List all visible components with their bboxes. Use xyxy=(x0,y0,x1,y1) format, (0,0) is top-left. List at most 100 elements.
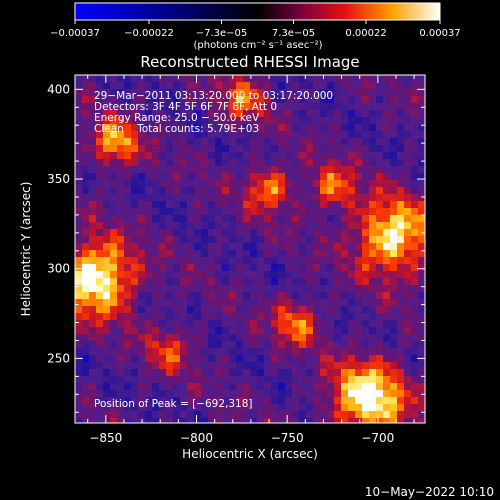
heatmap-cell xyxy=(362,96,369,103)
heatmap-cell xyxy=(152,145,159,152)
heatmap-cell xyxy=(383,215,390,222)
heatmap-cell xyxy=(236,89,243,96)
heatmap-cell xyxy=(376,397,383,404)
heatmap-cell xyxy=(313,222,320,229)
heatmap-cell xyxy=(257,271,264,278)
heatmap-cell xyxy=(278,173,285,180)
heatmap-cell xyxy=(187,229,194,236)
heatmap-cell xyxy=(187,285,194,292)
heatmap-cell xyxy=(208,96,215,103)
heatmap-cell xyxy=(250,152,257,159)
heatmap-cell xyxy=(215,243,222,250)
heatmap-cell xyxy=(110,250,117,257)
heatmap-cell xyxy=(89,418,96,423)
heatmap-cell xyxy=(222,369,229,376)
heatmap-cell xyxy=(271,138,278,145)
heatmap-cell xyxy=(236,75,243,82)
heatmap-cell xyxy=(313,138,320,145)
heatmap-cell xyxy=(180,327,187,334)
heatmap-cell xyxy=(131,313,138,320)
heatmap-cell xyxy=(110,341,117,348)
heatmap-cell xyxy=(117,159,124,166)
heatmap-cell xyxy=(152,180,159,187)
heatmap-cell xyxy=(327,82,334,89)
heatmap-cell xyxy=(285,229,292,236)
heatmap-cell xyxy=(362,320,369,327)
heatmap-cell xyxy=(264,341,271,348)
heatmap-cell xyxy=(187,327,194,334)
heatmap-cell xyxy=(327,208,334,215)
heatmap-cell xyxy=(355,418,362,423)
heatmap-cell xyxy=(117,82,124,89)
heatmap-cell xyxy=(327,89,334,96)
heatmap-cell xyxy=(362,390,369,397)
heatmap-cell xyxy=(159,383,166,390)
heatmap-cell xyxy=(152,152,159,159)
heatmap-cell xyxy=(208,299,215,306)
heatmap-cell xyxy=(117,418,124,423)
heatmap-cell xyxy=(320,173,327,180)
heatmap-cell xyxy=(320,166,327,173)
heatmap-cell xyxy=(82,173,89,180)
heatmap-cell xyxy=(152,306,159,313)
heatmap-cell xyxy=(292,348,299,355)
heatmap-cell xyxy=(159,187,166,194)
heatmap-cell xyxy=(306,124,313,131)
heatmap-cell xyxy=(187,152,194,159)
heatmap-cell xyxy=(369,159,376,166)
heatmap-cell xyxy=(159,390,166,397)
heatmap-cell xyxy=(173,376,180,383)
heatmap-cell xyxy=(138,82,145,89)
heatmap-cell xyxy=(236,355,243,362)
heatmap-cell xyxy=(390,320,397,327)
heatmap-cell xyxy=(271,306,278,313)
heatmap-cell xyxy=(124,278,131,285)
heatmap-cell xyxy=(89,348,96,355)
heatmap-cell xyxy=(180,103,187,110)
heatmap-cell xyxy=(348,222,355,229)
heatmap-cell xyxy=(397,341,404,348)
heatmap-cell xyxy=(383,285,390,292)
heatmap-cell xyxy=(166,180,173,187)
heatmap-cell xyxy=(390,229,397,236)
heatmap-cell xyxy=(110,166,117,173)
heatmap-cell xyxy=(278,264,285,271)
heatmap-cell xyxy=(306,355,313,362)
heatmap-cell xyxy=(397,110,404,117)
heatmap-cell xyxy=(222,96,229,103)
heatmap-cell xyxy=(96,327,103,334)
heatmap-cell xyxy=(222,145,229,152)
heatmap-cell xyxy=(110,96,117,103)
heatmap-cell xyxy=(411,117,418,124)
heatmap-cell xyxy=(110,292,117,299)
heatmap-cell xyxy=(138,362,145,369)
heatmap-cell xyxy=(404,271,411,278)
heatmap-cell xyxy=(173,397,180,404)
heatmap-cell xyxy=(313,341,320,348)
heatmap-cell xyxy=(397,208,404,215)
heatmap-cell xyxy=(124,362,131,369)
annotation-detectors: Detectors: 3F 4F 5F 6F 7F 8F, Att 0 xyxy=(94,101,277,113)
heatmap-cell xyxy=(82,82,89,89)
heatmap-cell xyxy=(75,152,82,159)
heatmap-cell xyxy=(138,348,145,355)
heatmap-cell xyxy=(173,411,180,418)
heatmap-cell xyxy=(222,159,229,166)
heatmap-cell xyxy=(187,145,194,152)
heatmap-cell xyxy=(418,194,425,201)
heatmap-cell xyxy=(299,257,306,264)
heatmap-cell xyxy=(257,96,264,103)
heatmap-cell xyxy=(201,187,208,194)
heatmap-cell xyxy=(138,320,145,327)
heatmap-cell xyxy=(180,117,187,124)
heatmap-cell xyxy=(327,117,334,124)
heatmap-cell xyxy=(222,355,229,362)
heatmap-cell xyxy=(271,257,278,264)
heatmap-cell xyxy=(89,110,96,117)
heatmap-cell xyxy=(383,418,390,423)
heatmap-cell xyxy=(117,124,124,131)
heatmap-cell xyxy=(271,117,278,124)
heatmap-cell xyxy=(82,187,89,194)
heatmap-cell xyxy=(243,320,250,327)
